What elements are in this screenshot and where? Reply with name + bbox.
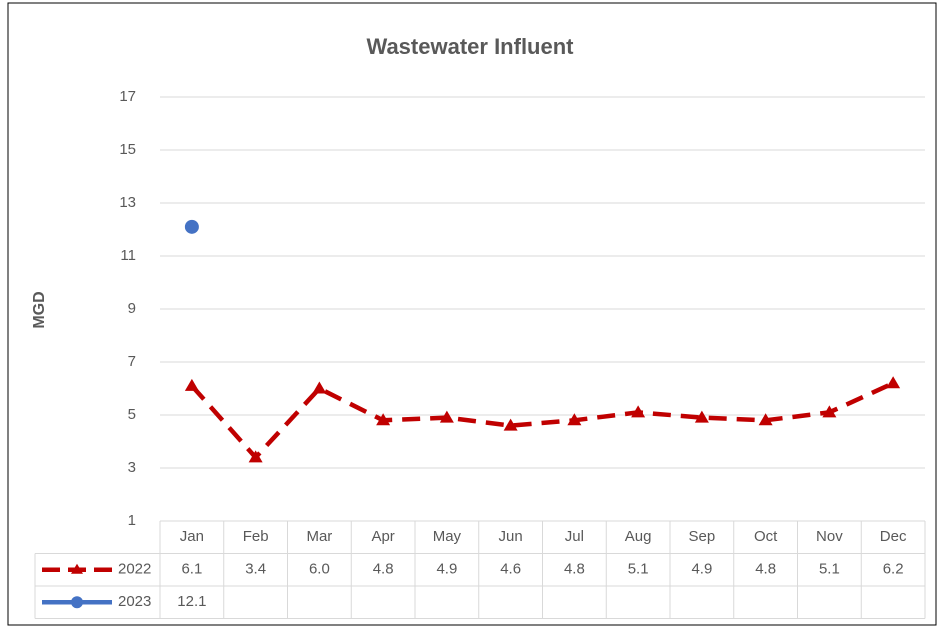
x-tick-label: Sep (689, 528, 716, 545)
data-table-value: 4.8 (755, 561, 776, 578)
x-tick-label: May (433, 528, 462, 545)
data-table-value: 4.8 (564, 561, 585, 578)
x-tick-label: Feb (243, 528, 269, 545)
data-table-value: 4.9 (691, 561, 712, 578)
x-tick-label: Nov (816, 528, 843, 545)
marker (184, 378, 199, 391)
x-tick-label: Apr (371, 528, 394, 545)
marker (184, 219, 199, 234)
x-tick-label: Mar (306, 528, 332, 545)
y-tick-label: 11 (120, 247, 136, 264)
data-table-value: 6.2 (883, 561, 904, 578)
x-tick-label: Aug (625, 528, 652, 545)
data-table-value: 5.1 (628, 561, 649, 578)
marker (694, 410, 709, 423)
chart-frame (7, 2, 937, 626)
legend-marker (71, 596, 83, 609)
legend-label: 2023 (118, 593, 151, 610)
x-tick-label: Oct (754, 528, 778, 545)
legend-marker (71, 563, 83, 574)
y-tick-label: 17 (119, 88, 136, 105)
marker (822, 405, 837, 418)
y-tick-label: 5 (128, 406, 136, 423)
y-axis-title: MGD (31, 291, 48, 328)
y-tick-label: 9 (128, 300, 136, 317)
chart-title: Wastewater Influent (367, 34, 575, 59)
marker (376, 413, 391, 426)
legend-label: 2022 (118, 561, 151, 578)
y-tick-label: 15 (119, 141, 136, 158)
marker (312, 381, 327, 394)
data-table-value: 3.4 (245, 561, 266, 578)
data-table-value: 5.1 (819, 561, 840, 578)
data-table-value: 12.1 (177, 593, 206, 610)
x-tick-label: Jan (180, 528, 204, 545)
series-line (190, 381, 895, 461)
y-tick-label: 3 (128, 459, 136, 476)
data-table-value: 4.8 (373, 561, 394, 578)
marker (567, 413, 582, 426)
x-tick-label: Dec (880, 528, 907, 545)
y-tick-label: 13 (119, 194, 136, 211)
data-table-value: 4.6 (500, 561, 521, 578)
x-tick-label: Jun (499, 528, 523, 545)
x-tick-label: Jul (565, 528, 584, 545)
data-table-value: 4.9 (436, 561, 457, 578)
marker (631, 405, 646, 418)
marker (439, 410, 454, 423)
marker (886, 376, 901, 389)
marker (758, 413, 773, 426)
marker (503, 418, 518, 431)
y-tick-label: 7 (128, 353, 136, 370)
data-table-value: 6.0 (309, 561, 330, 578)
marker (248, 450, 263, 463)
data-table-value: 6.1 (181, 561, 202, 578)
y-tick-label: 1 (128, 512, 136, 529)
